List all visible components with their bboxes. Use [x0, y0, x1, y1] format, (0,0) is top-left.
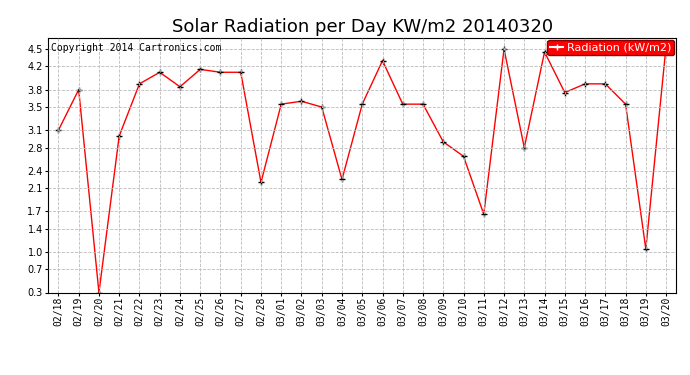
Text: Copyright 2014 Cartronics.com: Copyright 2014 Cartronics.com [52, 43, 221, 52]
Legend: Radiation (kW/m2): Radiation (kW/m2) [547, 40, 674, 55]
Title: Solar Radiation per Day KW/m2 20140320: Solar Radiation per Day KW/m2 20140320 [172, 18, 553, 36]
